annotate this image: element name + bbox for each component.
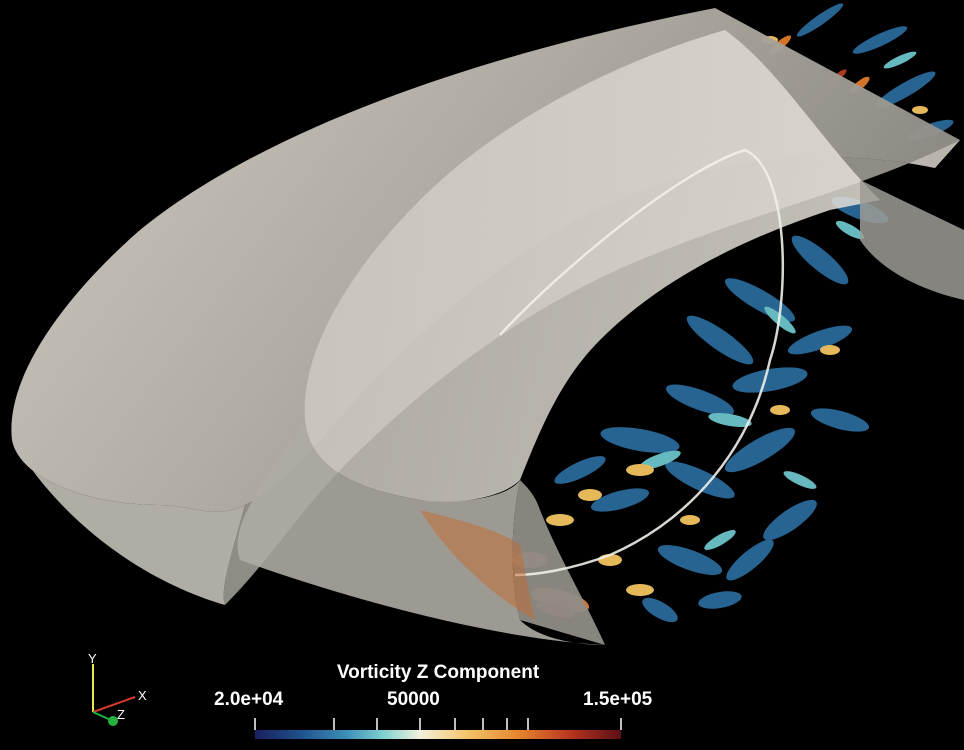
colorbar-max-label: 1.5e+05 (583, 689, 653, 710)
orientation-axes (92, 664, 136, 726)
z-axis-label: Z (117, 707, 125, 722)
trailing-edge-shading (420, 510, 535, 620)
colorbar-ticks (254, 718, 622, 730)
colorbar (254, 718, 622, 739)
blade-surface-inner (237, 30, 964, 645)
x-axis-label: X (138, 688, 147, 703)
blade-edge-line (499, 148, 784, 577)
colorbar-min-label: 2.0e+04 (214, 689, 284, 710)
colorbar-title: Vorticity Z Component (336, 662, 540, 683)
x-axis-line (92, 696, 136, 713)
colorbar-mid-label: 50000 (387, 689, 440, 710)
y-axis-label: Y (88, 651, 97, 666)
colorbar-gradient (255, 730, 621, 739)
